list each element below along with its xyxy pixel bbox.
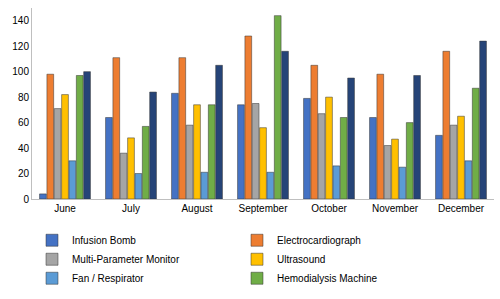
svg-text:Infusion Bomb: Infusion Bomb	[72, 235, 136, 246]
svg-text:60: 60	[18, 117, 30, 128]
svg-text:140: 140	[12, 15, 29, 26]
svg-text:Fan / Respirator: Fan / Respirator	[72, 273, 144, 284]
svg-text:40: 40	[18, 143, 30, 154]
svg-text:100: 100	[12, 66, 29, 77]
svg-text:Ultrasound: Ultrasound	[277, 254, 325, 265]
svg-text:Multi-Parameter Monitor: Multi-Parameter Monitor	[72, 254, 180, 265]
svg-text:October: October	[311, 203, 347, 214]
svg-text:20: 20	[18, 168, 30, 179]
svg-text:July: July	[122, 203, 140, 214]
svg-text:September: September	[239, 203, 289, 214]
svg-text:80: 80	[18, 92, 30, 103]
svg-text:December: December	[438, 203, 485, 214]
svg-text:0: 0	[23, 194, 29, 205]
svg-text:120: 120	[12, 41, 29, 52]
svg-text:November: November	[372, 203, 419, 214]
svg-text:Hemodialysis Machine: Hemodialysis Machine	[277, 273, 377, 284]
svg-text:Electrocardiograph: Electrocardiograph	[277, 235, 361, 246]
svg-text:June: June	[54, 203, 76, 214]
svg-text:August: August	[181, 203, 212, 214]
